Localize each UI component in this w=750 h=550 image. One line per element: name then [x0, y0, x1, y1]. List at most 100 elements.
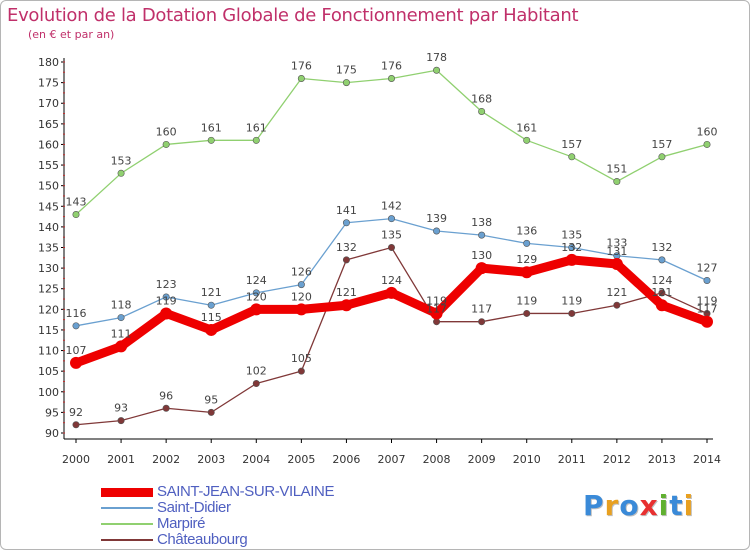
data-point — [433, 227, 441, 235]
data-label: 178 — [426, 51, 447, 64]
data-point — [252, 380, 260, 388]
y-tick-label: 120 — [38, 303, 59, 316]
data-point — [655, 299, 668, 312]
data-label: 141 — [336, 204, 357, 217]
x-tick-label: 2010 — [513, 453, 541, 466]
data-label: 153 — [111, 154, 132, 167]
legend-item: Marpiré — [101, 516, 334, 532]
legend-swatch — [101, 487, 153, 497]
data-label: 121 — [336, 286, 357, 299]
data-label: 123 — [156, 278, 177, 291]
data-point — [433, 318, 441, 326]
y-tick-label: 145 — [38, 200, 59, 213]
legend-swatch — [101, 523, 153, 525]
logo-letter: x — [639, 489, 659, 522]
data-point — [478, 318, 486, 326]
data-label: 157 — [651, 138, 672, 151]
data-point — [385, 286, 398, 299]
legend-swatch — [101, 539, 153, 541]
data-point — [568, 309, 576, 317]
data-point — [205, 323, 218, 336]
data-point — [523, 239, 531, 247]
legend-swatch — [101, 507, 153, 509]
data-label: 119 — [516, 294, 537, 307]
data-label: 142 — [381, 200, 402, 213]
data-label: 102 — [246, 365, 267, 378]
data-point — [658, 153, 666, 161]
data-point — [701, 315, 713, 328]
data-point — [703, 276, 711, 284]
y-tick-label: 170 — [38, 97, 59, 110]
data-point — [117, 314, 125, 322]
y-tick-label: 90 — [45, 427, 59, 440]
data-label: 139 — [426, 212, 447, 225]
data-label: 96 — [159, 389, 173, 402]
data-label: 118 — [111, 299, 132, 312]
legend-label: Châteaubourg — [157, 531, 248, 548]
legend-label: Marpiré — [157, 515, 206, 532]
data-label: 127 — [697, 261, 718, 274]
legend-item: Saint-Didier — [101, 500, 334, 516]
data-point — [433, 66, 441, 74]
data-label: 132 — [561, 241, 582, 254]
data-label: 136 — [516, 224, 537, 237]
data-point — [117, 169, 125, 177]
data-point — [565, 253, 578, 266]
data-point — [207, 408, 215, 416]
data-label: 92 — [69, 406, 83, 419]
legend-item: Châteaubourg — [101, 532, 334, 548]
data-point — [342, 219, 350, 227]
y-tick-label: 100 — [38, 386, 59, 399]
data-label: 111 — [111, 327, 132, 340]
chart-subtitle: (en € et par an) — [28, 28, 115, 41]
y-tick-label: 130 — [38, 262, 59, 275]
data-label: 121 — [201, 286, 222, 299]
data-label: 119 — [426, 294, 447, 307]
data-label: 160 — [697, 125, 718, 138]
data-label: 135 — [381, 229, 402, 242]
x-tick-label: 2005 — [287, 453, 315, 466]
data-label: 117 — [697, 303, 718, 316]
data-point — [117, 417, 125, 425]
logo-letter: i — [658, 489, 670, 522]
data-point — [297, 367, 305, 375]
y-tick-label: 150 — [38, 180, 59, 193]
data-label: 151 — [606, 163, 627, 176]
logo-letter: P — [583, 489, 605, 522]
y-tick-label: 110 — [38, 345, 59, 358]
x-tick-label: 2000 — [62, 453, 90, 466]
data-point — [115, 340, 128, 353]
data-label: 116 — [66, 307, 87, 320]
data-point — [70, 356, 82, 369]
data-point — [520, 266, 533, 279]
data-point — [568, 244, 576, 252]
y-tick-label: 180 — [38, 56, 59, 69]
data-point — [207, 301, 215, 309]
data-point — [475, 262, 488, 275]
data-label: 105 — [291, 352, 312, 365]
data-label: 130 — [471, 249, 492, 262]
data-label: 119 — [561, 294, 582, 307]
data-point — [613, 178, 621, 186]
y-tick-label: 125 — [38, 283, 59, 296]
series-line — [75, 69, 708, 216]
data-point — [162, 293, 170, 301]
y-tick-label: 155 — [38, 159, 59, 172]
data-point — [252, 136, 260, 144]
data-label: 120 — [291, 290, 312, 303]
data-point — [387, 244, 395, 252]
data-point — [430, 307, 443, 320]
data-label: 161 — [246, 121, 267, 134]
data-label: 176 — [381, 59, 402, 72]
data-label: 161 — [516, 121, 537, 134]
data-point — [478, 107, 486, 115]
data-label: 124 — [246, 274, 267, 287]
data-point — [387, 74, 395, 82]
y-tick-label: 175 — [38, 77, 59, 90]
data-label: 133 — [606, 237, 627, 250]
data-label: 168 — [471, 92, 492, 105]
data-label: 121 — [651, 286, 672, 299]
data-point — [610, 257, 623, 270]
